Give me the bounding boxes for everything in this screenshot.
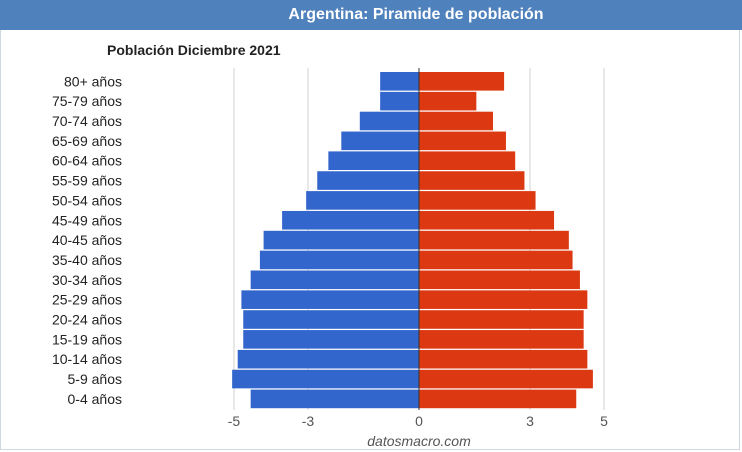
y-label-1: 75-79 años [52,93,122,109]
bar-right-16 [419,389,577,409]
bar-left-5 [317,171,419,190]
header-bar: Argentina: Piramide de población [0,0,742,30]
y-label-11: 25-29 años [52,292,122,308]
bar-right-1 [419,91,477,111]
bar-left-13 [243,330,419,349]
bar-left-10 [250,270,419,290]
y-label-5: 55-59 años [52,173,122,189]
x-tick-label-0: -5 [228,413,241,429]
x-tick-label-2: 0 [415,413,423,429]
y-label-16: 0-4 años [68,391,122,407]
bar-left-1 [380,91,419,111]
bars-group [232,72,593,409]
header-title: Argentina: Piramide de población [288,6,544,23]
y-label-12: 20-24 años [52,312,122,328]
bar-left-15 [232,369,419,389]
y-label-7: 45-49 años [52,212,122,228]
bar-left-0 [380,72,419,91]
bar-right-13 [419,330,584,349]
bar-right-3 [419,131,506,151]
y-axis-labels: 80+ años 75-79 años 70-74 años 65-69 años 60… [52,73,122,407]
bar-left-6 [306,191,419,210]
bar-left-8 [263,230,419,250]
y-label-8: 40-45 años [52,232,122,248]
bar-right-12 [419,310,584,329]
source-label: datosmacro.com [367,433,471,449]
y-label-0: 80+ años [64,73,122,89]
chart-subtitle: Población Diciembre 2021 [107,42,281,58]
bar-right-0 [419,72,505,91]
y-label-13: 15-19 años [52,331,122,347]
y-label-9: 35-40 años [52,252,122,268]
bar-left-14 [237,349,419,369]
bar-right-6 [419,191,536,210]
bar-right-2 [419,111,493,131]
bar-left-9 [259,250,419,270]
bar-left-3 [341,131,419,151]
y-label-6: 50-54 años [52,192,122,208]
x-tick-label-1: -3 [302,413,315,429]
bar-left-2 [359,111,419,131]
bar-right-4 [419,151,516,170]
bar-left-4 [328,151,419,170]
y-label-15: 5-9 años [68,371,122,387]
bar-left-12 [243,310,419,329]
y-label-2: 70-74 años [52,113,122,129]
y-label-4: 60-64 años [52,153,122,169]
y-label-10: 30-34 años [52,272,122,288]
y-label-3: 65-69 años [52,133,122,149]
bar-right-9 [419,250,573,270]
bar-right-11 [419,290,588,309]
bar-right-15 [419,369,593,389]
bar-right-5 [419,171,525,190]
x-tick-label-4: 5 [600,413,608,429]
bar-left-16 [250,389,419,409]
bar-right-14 [419,349,588,369]
y-label-14: 10-14 años [52,351,122,367]
bar-right-8 [419,230,569,250]
x-axis-labels: -5 -3 0 3 5 [228,413,608,429]
bar-right-7 [419,210,555,230]
bar-right-10 [419,270,580,290]
x-tick-label-3: 3 [526,413,534,429]
bar-left-7 [282,210,419,230]
bar-left-11 [241,290,419,309]
